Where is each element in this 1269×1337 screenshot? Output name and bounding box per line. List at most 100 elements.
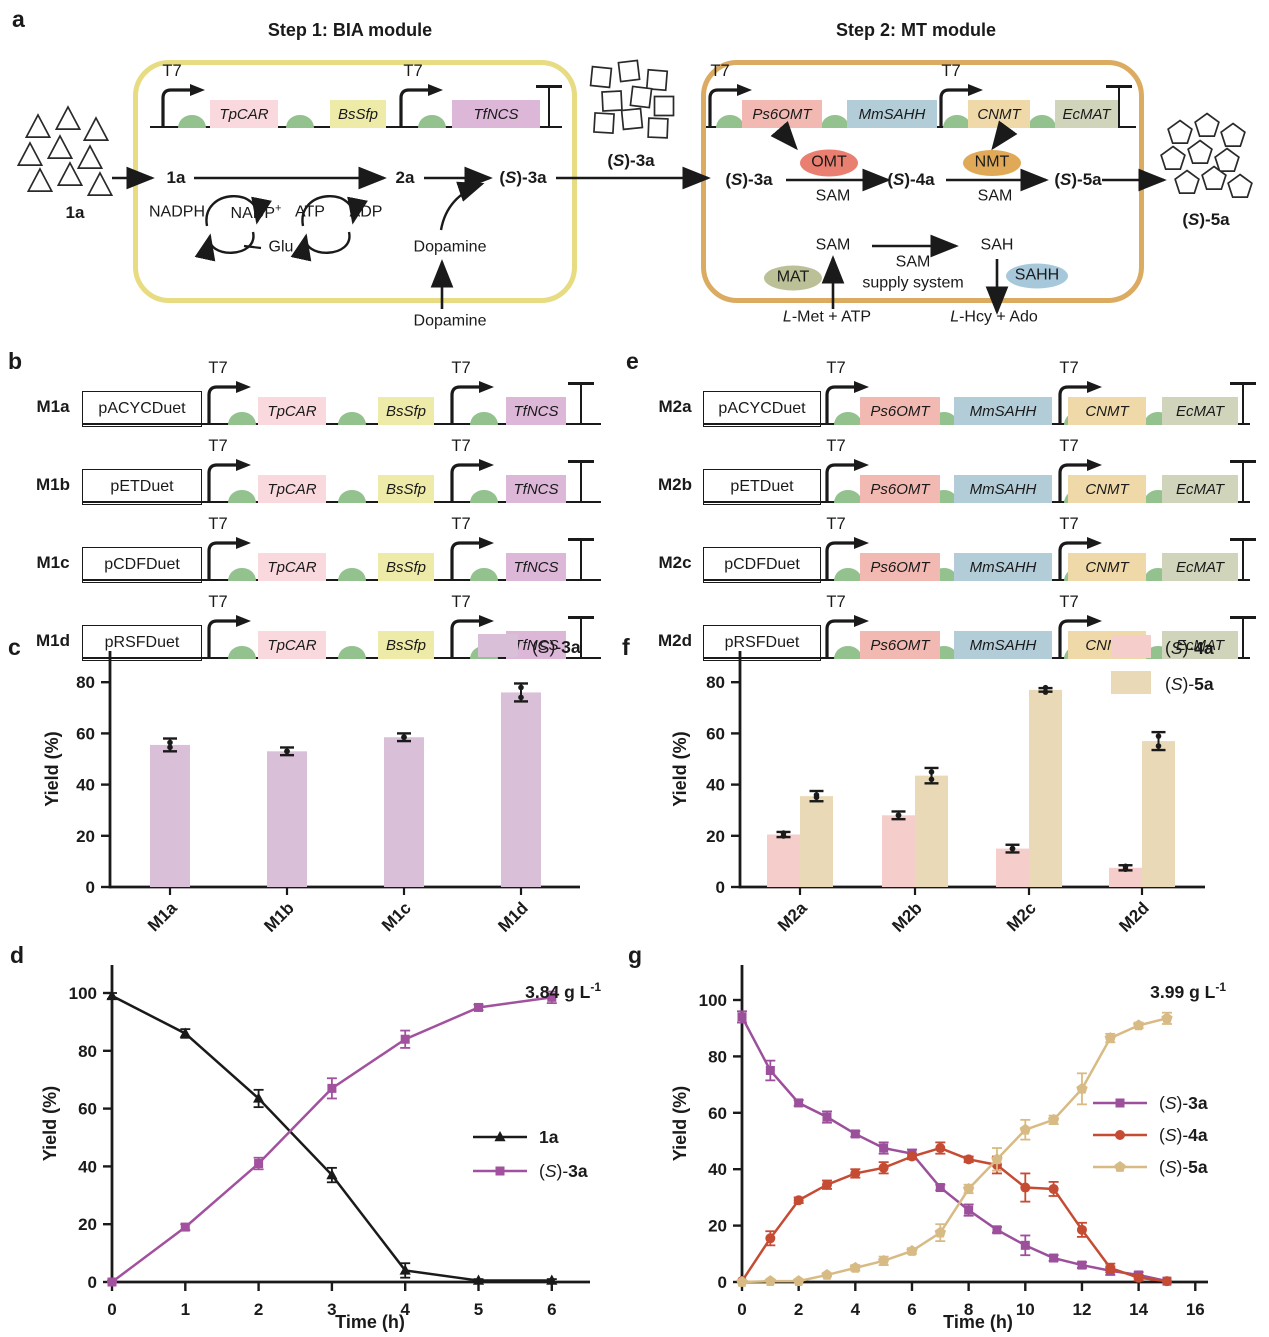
error-bar — [514, 682, 528, 703]
panel-e-label: e — [626, 348, 639, 374]
legend-label-1a: 1a — [539, 1127, 559, 1147]
category-label: M1d — [494, 898, 531, 935]
data-point-marker — [107, 1277, 117, 1287]
substrate-1a-molecule-icon — [76, 144, 104, 169]
axis-tick-label: 60 — [708, 1104, 727, 1123]
product-5a-molecule-icon — [1201, 165, 1227, 190]
t7-promoter-icon — [450, 537, 494, 581]
gene-label: BsSfp — [385, 402, 427, 420]
axis-tick-label: 40 — [706, 776, 725, 795]
substrate-1a-cluster-label: 1a — [65, 203, 85, 223]
t7-promoter-icon — [207, 381, 251, 425]
panel-a-pathway-diagram: T7 T7 TpCAR BsSfp TfNCS T7 T7 Ps6OMT MmSAHH CNMT E… — [0, 0, 1269, 345]
axis-tick-label: 20 — [708, 1217, 727, 1236]
plasmid-box-pACYCDuet: pACYCDuet — [82, 391, 202, 427]
gene-label: TpCAR — [267, 558, 317, 576]
terminator-icon — [568, 615, 594, 619]
t7-promoter-icon — [825, 459, 869, 503]
data-point-marker — [1162, 1276, 1172, 1286]
terminator-icon — [579, 618, 583, 659]
panel-d-label: d — [10, 942, 25, 968]
panel-c-label: c — [8, 634, 21, 660]
bar-M1c-(S)-3a — [384, 737, 424, 887]
substrate-1a-molecule-icon — [56, 161, 84, 186]
data-point-marker — [821, 1179, 832, 1190]
intermediate-3a-cluster-label: (S)-3a — [607, 151, 655, 171]
axis-tick-label: 80 — [78, 1042, 97, 1061]
error-bar — [924, 766, 939, 785]
y-axis-label: Yield (%) — [40, 1086, 60, 1161]
gene-MmSAHH: MmSAHH — [847, 100, 937, 128]
gene-MmSAHH: MmSAHH — [954, 397, 1052, 425]
intermediate-3a-molecule-icon — [601, 90, 623, 112]
axis-tick-label: 0 — [107, 1300, 116, 1319]
gene-label: TfNCS — [513, 636, 559, 654]
t7-promoter-label: T7 — [208, 515, 228, 533]
sam-supply-system-line1: SAM — [895, 253, 931, 271]
sam-cofactor-1: SAM — [815, 187, 851, 205]
gene-EcMAT: EcMAT — [1162, 397, 1238, 425]
t7-promoter-label: T7 — [826, 359, 846, 377]
axis-tick-label: 0 — [86, 878, 95, 897]
error-bar — [397, 732, 411, 743]
rbs-icon — [834, 645, 862, 659]
gene-EcMAT: EcMAT — [1162, 553, 1238, 581]
data-point-marker — [1132, 1019, 1145, 1031]
data-point-marker — [992, 1225, 1002, 1235]
data-point-marker — [934, 1226, 947, 1238]
plasmid-box-pACYCDuet: pACYCDuet — [703, 391, 821, 427]
axis-tick-label: 2 — [254, 1300, 263, 1319]
axis-tick-label: 4 — [851, 1300, 861, 1319]
data-point-marker — [399, 1264, 411, 1275]
product-5a-molecule-icon — [1214, 147, 1240, 172]
titer-annotation: 3.99 g L-1 — [1150, 980, 1226, 1002]
terminator-icon — [1230, 381, 1256, 385]
gene-label: CNMT — [1085, 480, 1129, 498]
terminator-icon — [568, 459, 594, 463]
substrate-1a-molecule-icon — [26, 167, 54, 192]
series-(S)-5a — [736, 1011, 1173, 1287]
bar-M1d-(S)-3a — [501, 692, 541, 887]
gene-Ps6OMT: Ps6OMT — [742, 100, 822, 128]
gene-TfNCS: TfNCS — [506, 397, 566, 425]
axis-tick-label: 60 — [706, 724, 725, 743]
error-bar — [1151, 730, 1166, 752]
rbs-icon — [821, 114, 849, 128]
series-(S)-3a — [107, 990, 557, 1287]
axis-tick-label: 0 — [718, 1273, 727, 1292]
gene-label: EcMAT — [1175, 636, 1225, 654]
t7-promoter-icon — [1058, 459, 1102, 503]
substrate-1a-molecule-icon — [24, 113, 52, 138]
t7-promoter-label: T7 — [208, 593, 228, 611]
data-point-marker — [1020, 1240, 1030, 1250]
bar-M2a-(S)-5a — [800, 796, 833, 887]
sam-supply-system-line2: supply system — [862, 274, 964, 292]
error-bar — [776, 830, 791, 839]
data-point-marker — [794, 1098, 804, 1108]
legend-marker-1a — [494, 1131, 506, 1142]
compound-s4a: (S)-4a — [887, 170, 935, 190]
intermediate-3a-molecule-icon — [593, 112, 615, 134]
lhcy-ado-label: L-Hcy + Ado — [950, 308, 1038, 326]
rbs-icon — [834, 489, 862, 503]
t7-promoter-icon — [825, 615, 869, 659]
t7-promoter-label: T7 — [1059, 593, 1079, 611]
axis-tick-label: 60 — [78, 1100, 97, 1119]
terminator-icon — [1230, 537, 1256, 541]
construct-row-label-M1c: M1c — [36, 553, 70, 572]
gene-CNMT: CNMT — [1068, 631, 1146, 659]
panel-b-constructs: M1a pACYCDuet T7 T7 TpCAR BsSfp TfNCS M1b pETDue… — [0, 345, 620, 685]
series-line — [740, 1146, 1168, 1283]
axis-tick-label: 16 — [1186, 1300, 1205, 1319]
rbs-icon — [716, 114, 744, 128]
data-point-marker — [254, 1159, 264, 1169]
series-(S)-3a — [737, 1010, 1172, 1286]
rbs-icon — [228, 411, 256, 425]
step2-module-title: Step 2: MT module — [835, 20, 997, 40]
terminator-icon — [1117, 87, 1121, 128]
t7-promoter-icon — [1058, 537, 1102, 581]
dopamine-internal-label: Dopamine — [413, 238, 487, 256]
gene-label: BsSfp — [337, 105, 379, 123]
rbs-icon — [834, 567, 862, 581]
